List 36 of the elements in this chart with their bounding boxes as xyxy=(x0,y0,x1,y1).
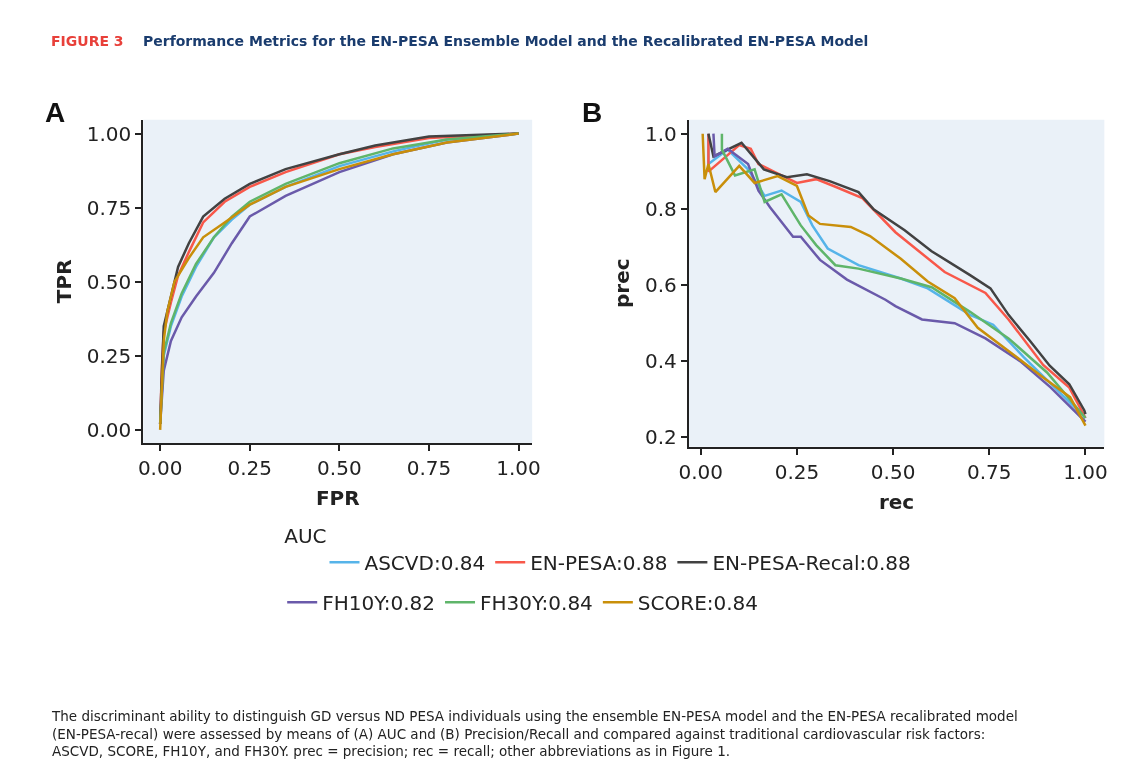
y-tick-label: 0.2 xyxy=(645,424,677,449)
legend-label: EN-PESA-Recal:0.88 xyxy=(712,551,911,576)
y-tick-label: 0.4 xyxy=(645,349,677,374)
x-tick-label: 1.00 xyxy=(496,455,541,480)
legend-title: AUC xyxy=(284,523,327,548)
legend-label: FH30Y:0.84 xyxy=(480,591,593,616)
x-axis-title: rec xyxy=(878,489,915,514)
x-tick-label: 0.75 xyxy=(967,459,1012,484)
caption: FIGURE 3 xyxy=(51,33,124,49)
y-tick-label: 1.0 xyxy=(645,121,677,146)
text: The discriminant ability to distinguish GD versus ND PESA individuals using the ensemble EN-PESA model and the EN-PESA recalibrated model (EN-PESA-recal) were assessed by means of (A) AUC and (B) Precision/Recall and compared against traditional cardiovascular risk factors: ASCVD, SCORE, FH10Y, and FH30Y. prec = precision; rec = recall; other abbreviations as in Figure 1. xyxy=(51,708,1018,760)
y-tick-label: 0.75 xyxy=(86,195,132,220)
x-tick-label: 0.50 xyxy=(870,459,916,484)
x-tick-label: 0.25 xyxy=(227,455,273,480)
y-axis-title: TPR xyxy=(51,259,76,304)
x-tick-label: 0.00 xyxy=(678,459,724,484)
y-tick-label: 0.25 xyxy=(86,343,132,368)
y-tick-label: 0.8 xyxy=(645,197,677,222)
text: B xyxy=(582,97,603,128)
y-axis-title: prec xyxy=(610,258,635,309)
x-tick-label: 0.25 xyxy=(774,459,820,484)
legend-label: ASCVD:0.84 xyxy=(364,551,486,576)
x-axis-title: FPR xyxy=(315,485,360,510)
y-tick-label: 1.00 xyxy=(86,121,132,146)
x-tick-label: 1.00 xyxy=(1063,459,1108,484)
y-tick-label: 0.6 xyxy=(645,273,677,298)
chart-title: Performance Metrics for the EN-PESA Ensemble Model and the Recalibrated EN-PESA Model xyxy=(143,33,869,49)
y-tick-label: 0.00 xyxy=(86,417,132,442)
x-tick-label: 0.00 xyxy=(137,455,183,480)
x-tick-label: 0.50 xyxy=(317,455,362,480)
x-tick-label: 0.75 xyxy=(406,455,452,480)
y-tick-label: 0.50 xyxy=(86,269,132,294)
legend-label: FH10Y:0.82 xyxy=(322,591,436,616)
text: A xyxy=(45,97,66,128)
legend-label: EN-PESA:0.88 xyxy=(530,551,668,576)
legend-label: SCORE:0.84 xyxy=(637,591,759,616)
